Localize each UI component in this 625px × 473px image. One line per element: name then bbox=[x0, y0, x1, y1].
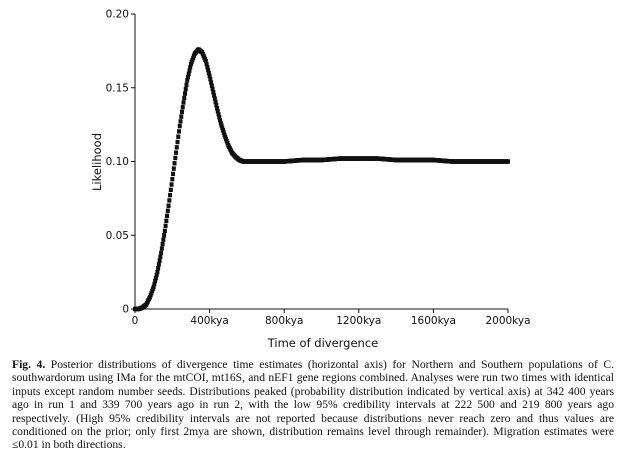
data-point bbox=[159, 246, 164, 251]
data-point bbox=[162, 228, 167, 234]
data-point bbox=[186, 71, 191, 77]
data-point bbox=[182, 91, 187, 96]
data-point bbox=[163, 223, 168, 229]
data-point bbox=[207, 73, 212, 79]
data-point bbox=[165, 213, 170, 218]
data-point bbox=[154, 272, 159, 278]
data-point bbox=[162, 233, 167, 238]
data-point bbox=[179, 109, 184, 115]
data-point bbox=[156, 262, 161, 267]
data-point bbox=[161, 237, 166, 242]
data-point bbox=[219, 123, 224, 128]
data-point bbox=[171, 166, 176, 171]
data-point bbox=[167, 198, 172, 203]
data-point bbox=[221, 130, 226, 135]
data-point bbox=[217, 115, 222, 120]
data-point bbox=[212, 93, 217, 98]
data-point bbox=[176, 134, 181, 139]
data-point bbox=[165, 208, 170, 213]
data-point bbox=[220, 125, 225, 131]
data-point bbox=[174, 150, 179, 155]
data-point bbox=[175, 139, 180, 145]
data-point bbox=[177, 123, 182, 129]
figure-label: Fig. 4. bbox=[12, 358, 46, 371]
data-point bbox=[215, 106, 220, 111]
data-point bbox=[177, 129, 182, 134]
data-point bbox=[185, 74, 190, 80]
data-point bbox=[155, 269, 160, 275]
data-point bbox=[208, 76, 213, 82]
data-point bbox=[157, 258, 162, 263]
data-point bbox=[216, 112, 221, 117]
data-point bbox=[221, 128, 226, 133]
data-point bbox=[209, 80, 214, 85]
data-point bbox=[168, 187, 173, 193]
data-point bbox=[205, 64, 210, 70]
data-point bbox=[152, 281, 157, 287]
data-point bbox=[159, 250, 164, 256]
data-point bbox=[506, 159, 510, 164]
data-point bbox=[158, 254, 163, 259]
data-point bbox=[172, 161, 177, 166]
data-point bbox=[182, 95, 187, 101]
x-tick-label: 1600kya bbox=[411, 315, 456, 327]
data-point bbox=[166, 203, 171, 208]
data-point bbox=[170, 177, 175, 182]
y-tick-label: 0.15 bbox=[106, 82, 129, 94]
data-point bbox=[204, 61, 209, 67]
y-axis-ticks: 0 0.05 0.10 0.15 0.20 bbox=[106, 9, 135, 316]
figure-caption: Fig. 4. Posterior distributions of diver… bbox=[12, 358, 614, 452]
data-point bbox=[153, 275, 158, 281]
y-tick-label: 0.10 bbox=[106, 156, 129, 168]
data-point bbox=[218, 118, 223, 123]
y-tick-label: 0.20 bbox=[106, 9, 129, 21]
data-point bbox=[218, 120, 223, 126]
x-tick-label: 0 bbox=[132, 315, 139, 327]
y-axis-title: Likelihood bbox=[90, 133, 104, 191]
x-axis-ticks: 0 400kya 800kya 1200kya 1600kya 2000kya bbox=[132, 309, 531, 327]
data-point bbox=[185, 78, 190, 83]
data-point bbox=[214, 102, 219, 108]
data-point bbox=[169, 182, 174, 187]
data-point bbox=[181, 100, 186, 105]
data-point bbox=[212, 96, 217, 101]
y-tick-label: 0 bbox=[122, 304, 129, 316]
data-point bbox=[180, 105, 185, 110]
data-point bbox=[187, 68, 192, 73]
data-point bbox=[213, 99, 218, 105]
x-tick-label: 2000kya bbox=[485, 315, 530, 327]
x-tick-label: 1200kya bbox=[336, 315, 381, 327]
data-series bbox=[133, 47, 510, 312]
data-point bbox=[151, 284, 156, 290]
data-point bbox=[215, 109, 220, 114]
data-point bbox=[206, 67, 211, 73]
data-point bbox=[179, 114, 184, 119]
x-tick-label: 400kya bbox=[190, 315, 228, 327]
data-point bbox=[211, 89, 216, 95]
data-point bbox=[156, 266, 161, 271]
data-point bbox=[209, 83, 214, 88]
y-tick-label: 0.05 bbox=[106, 230, 129, 242]
data-point bbox=[188, 65, 193, 70]
data-point bbox=[153, 278, 158, 284]
data-point bbox=[206, 70, 211, 76]
data-point bbox=[210, 86, 215, 92]
data-point bbox=[173, 155, 178, 161]
data-point bbox=[184, 82, 189, 87]
x-tick-label: 800kya bbox=[265, 315, 303, 327]
data-point bbox=[171, 171, 176, 177]
divergence-likelihood-chart: 0 0.05 0.10 0.15 0.20 0 400kya 800kya 1200kya 16… bbox=[90, 9, 531, 351]
data-point bbox=[164, 218, 169, 223]
data-point bbox=[174, 145, 179, 150]
x-axis-title: Time of divergence bbox=[267, 336, 379, 350]
data-point bbox=[160, 241, 165, 247]
caption-text: Posterior distributions of divergence ti… bbox=[12, 358, 614, 452]
data-point bbox=[168, 192, 173, 198]
data-point bbox=[203, 59, 208, 64]
data-point bbox=[183, 87, 188, 92]
data-point bbox=[178, 119, 183, 124]
